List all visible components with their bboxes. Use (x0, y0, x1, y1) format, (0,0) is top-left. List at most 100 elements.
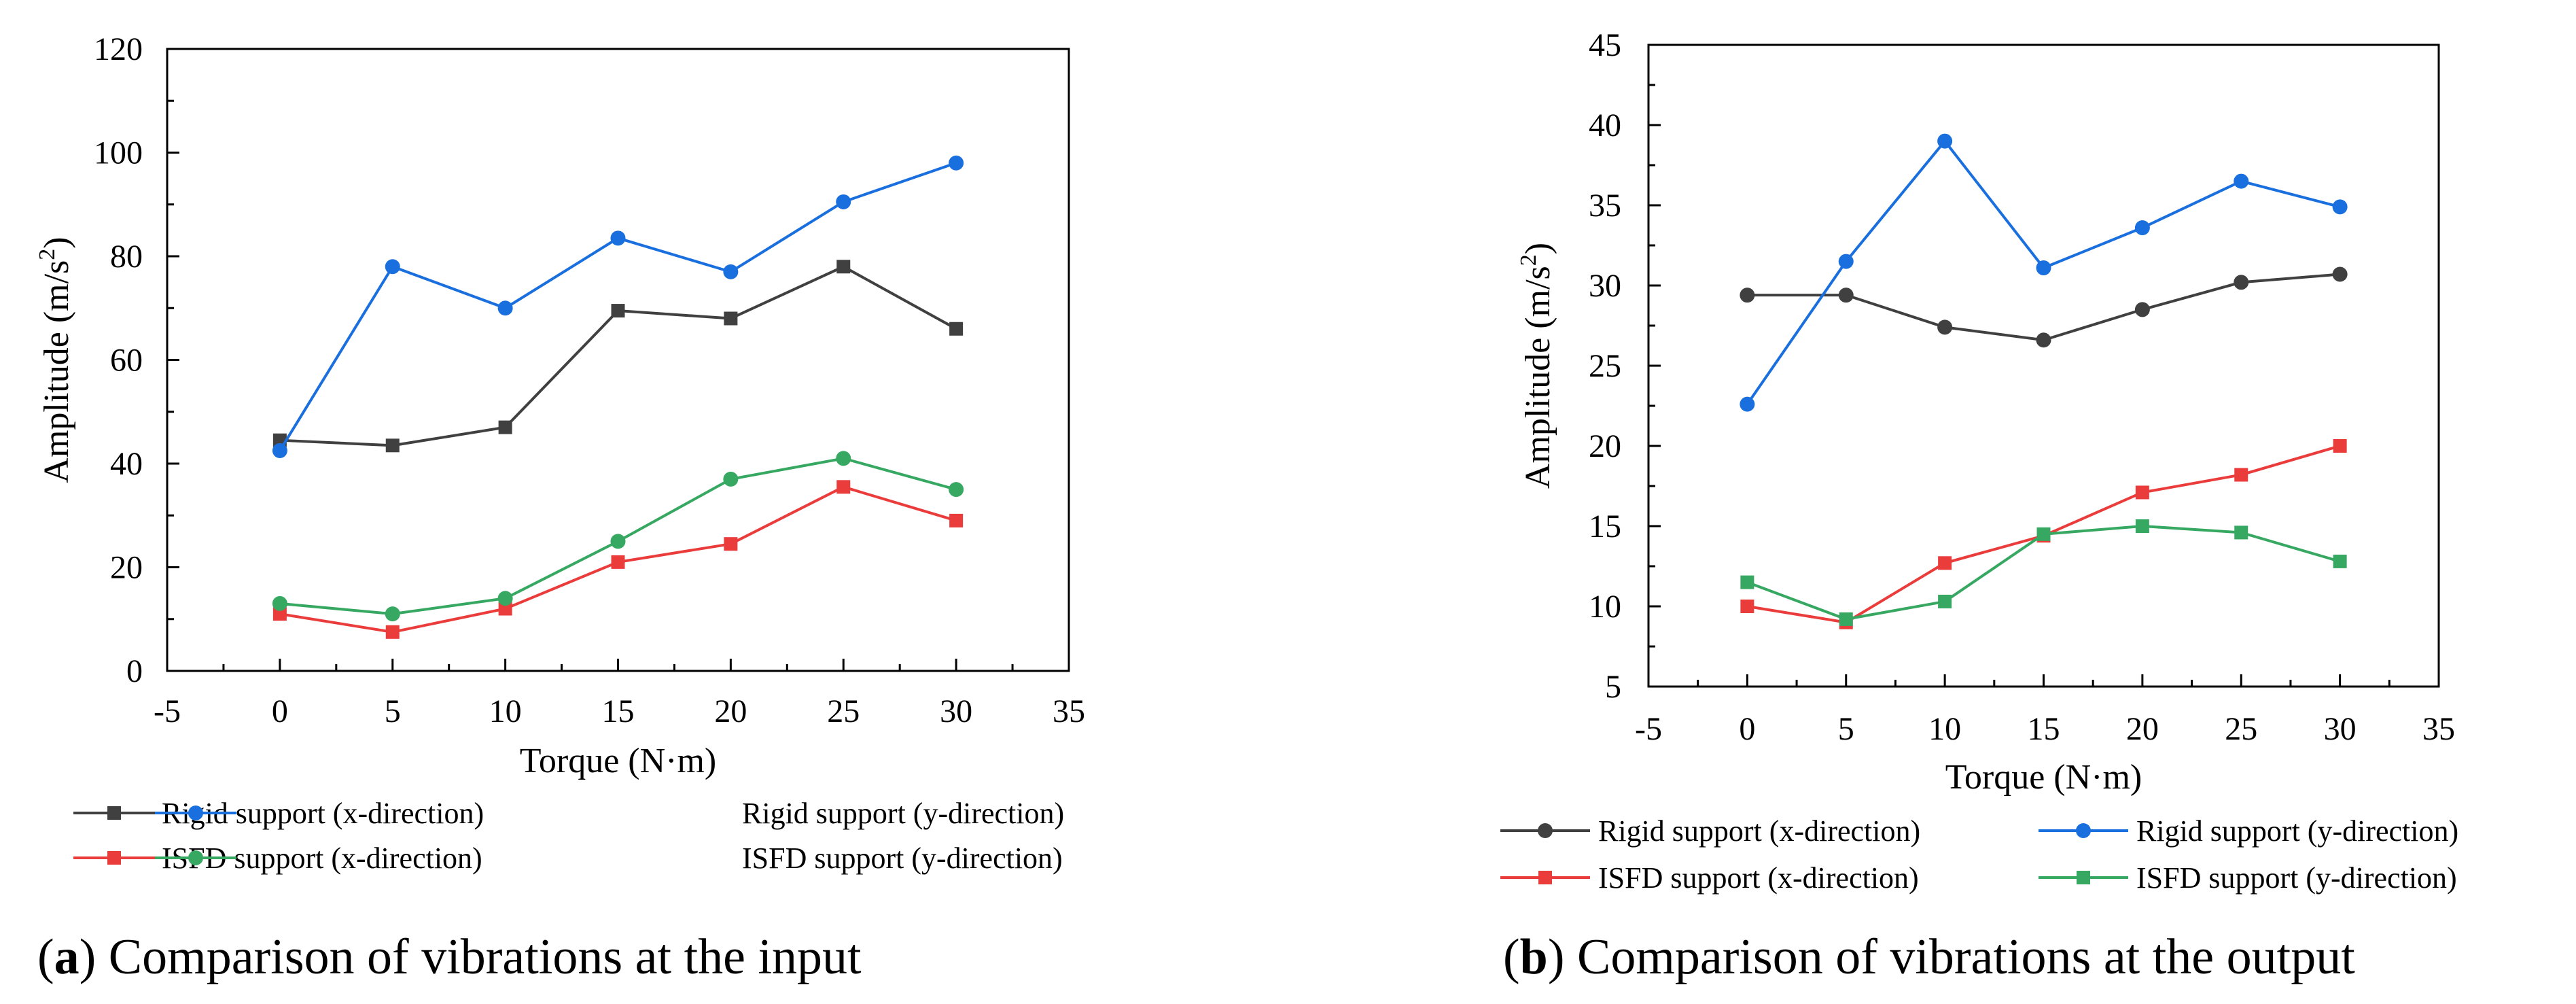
series-2 (272, 155, 964, 458)
y-axis-title-main: Amplitude (m/s (37, 260, 76, 483)
y-tick-label: 40 (110, 446, 143, 482)
data-point (385, 606, 400, 622)
data-point (497, 300, 513, 316)
data-point (949, 155, 964, 171)
data-point (611, 304, 625, 318)
series-4 (1740, 519, 2347, 626)
chart-b: -5 0 5 10 15 20 25 30 35 5 10 15 20 25 30 35 40 45 Torque … (1500, 27, 2458, 985)
legend-label: ISFD support (x-direction) (1598, 861, 1919, 895)
data-point (385, 259, 400, 275)
caption-text: ) Comparison of vibrations at the input (80, 929, 862, 985)
legend-item: ISFD support (x-direction) (73, 842, 482, 875)
y-tick-label: 20 (1589, 428, 1621, 464)
series-line (1747, 273, 2340, 342)
x-axis-title: Torque (N·m) (1945, 758, 2142, 797)
y-tick-label: 10 (1589, 589, 1621, 625)
legend-item: ISFD support (x-direction) (1500, 861, 1919, 895)
y-tick-label: 120 (94, 31, 143, 67)
data-point (2333, 439, 2347, 453)
legend-item: Rigid support (x-direction) (1500, 814, 1920, 848)
data-point (1938, 594, 1952, 608)
series-line (279, 265, 957, 447)
data-point (949, 322, 964, 336)
data-point (2036, 527, 2051, 541)
x-tick-label: 20 (2126, 711, 2159, 747)
caption-paren-open: ( (1503, 929, 1520, 985)
series-4 (272, 451, 964, 622)
caption-text: ) Comparison of vibrations at the output (1548, 929, 2355, 985)
legend-marker (107, 806, 121, 820)
y-tick-label: 100 (94, 135, 143, 171)
legend-marker (188, 850, 203, 865)
data-point (1740, 396, 1755, 412)
legend-item: ISFD support (y-direction) (155, 842, 1063, 875)
series-3 (272, 480, 964, 639)
data-point (836, 451, 851, 466)
legend-label: Rigid support (x-direction) (1598, 814, 1920, 848)
y-axis-title-superscript: 2 (35, 249, 60, 260)
data-point (2234, 275, 2249, 290)
data-point (1838, 288, 1854, 303)
data-point (724, 311, 738, 326)
x-tick-label: 25 (827, 693, 860, 729)
legend-marker (1538, 871, 1552, 884)
x-tick-label: 20 (714, 693, 747, 729)
legend: Rigid support (x-direction) Rigid support… (1500, 814, 2458, 895)
x-tick-label: 15 (2028, 711, 2060, 747)
caption-letter: b (1520, 929, 1548, 985)
data-point (2333, 554, 2347, 568)
y-tick-label: 0 (126, 653, 143, 689)
y-axis-title-superscript: 2 (1516, 254, 1541, 266)
data-point (949, 513, 964, 527)
data-point (2234, 468, 2248, 482)
data-point (723, 264, 739, 279)
figure-caption: (a) Comparison of vibrations at the inpu… (37, 929, 862, 985)
data-point (497, 591, 513, 606)
y-axis-title-close: ) (37, 237, 76, 248)
data-point (610, 230, 626, 246)
data-point (2332, 266, 2348, 282)
legend: Rigid support (x-direction) Rigid support… (73, 797, 1064, 875)
x-tick-label: 30 (940, 693, 972, 729)
data-point (1937, 133, 1953, 149)
legend-item: Rigid support (y-direction) (155, 797, 1064, 830)
x-tick-label: 0 (1739, 711, 1755, 747)
y-tick-label: 5 (1605, 669, 1621, 705)
x-tick-label: 30 (2324, 711, 2357, 747)
series-1 (272, 260, 964, 453)
caption-paren-open: ( (37, 929, 54, 985)
data-point (1740, 575, 1754, 589)
y-axis-title: Amplitude (m/s2) (35, 237, 76, 483)
x-tick-label: 5 (385, 693, 401, 729)
data-point (836, 480, 851, 494)
data-point (2036, 332, 2051, 348)
data-point (611, 555, 625, 569)
data-point (2135, 485, 2149, 500)
y-tick-label: 20 (110, 550, 143, 586)
x-tick-label: 10 (489, 693, 522, 729)
data-point (2036, 260, 2051, 276)
y-tick-label: 15 (1589, 508, 1621, 544)
legend-marker (1538, 823, 1553, 838)
y-tick-label: 80 (110, 239, 143, 275)
plot-frame (166, 48, 1070, 672)
data-point (1838, 254, 1854, 269)
series-2 (1740, 133, 2348, 412)
data-point (1740, 600, 1754, 613)
data-point (1839, 612, 1853, 626)
x-tick-label: 35 (1053, 693, 1085, 729)
x-tick-label: -5 (154, 693, 181, 729)
data-point (498, 602, 512, 616)
x-tick-label: 15 (602, 693, 635, 729)
data-point (1938, 556, 1952, 570)
y-axis-title: Amplitude (m/s2) (1516, 243, 1557, 489)
legend-item: ISFD support (y-direction) (2039, 861, 2457, 895)
y-axis-title-close: ) (1519, 243, 1557, 254)
y-axis-title-main: Amplitude (m/s (1519, 266, 1557, 489)
x-tick-label: 0 (272, 693, 288, 729)
x-tick-label: -5 (1635, 711, 1662, 747)
y-tick-label: 45 (1589, 27, 1621, 63)
legend-label: ISFD support (y-direction) (2136, 861, 2457, 895)
